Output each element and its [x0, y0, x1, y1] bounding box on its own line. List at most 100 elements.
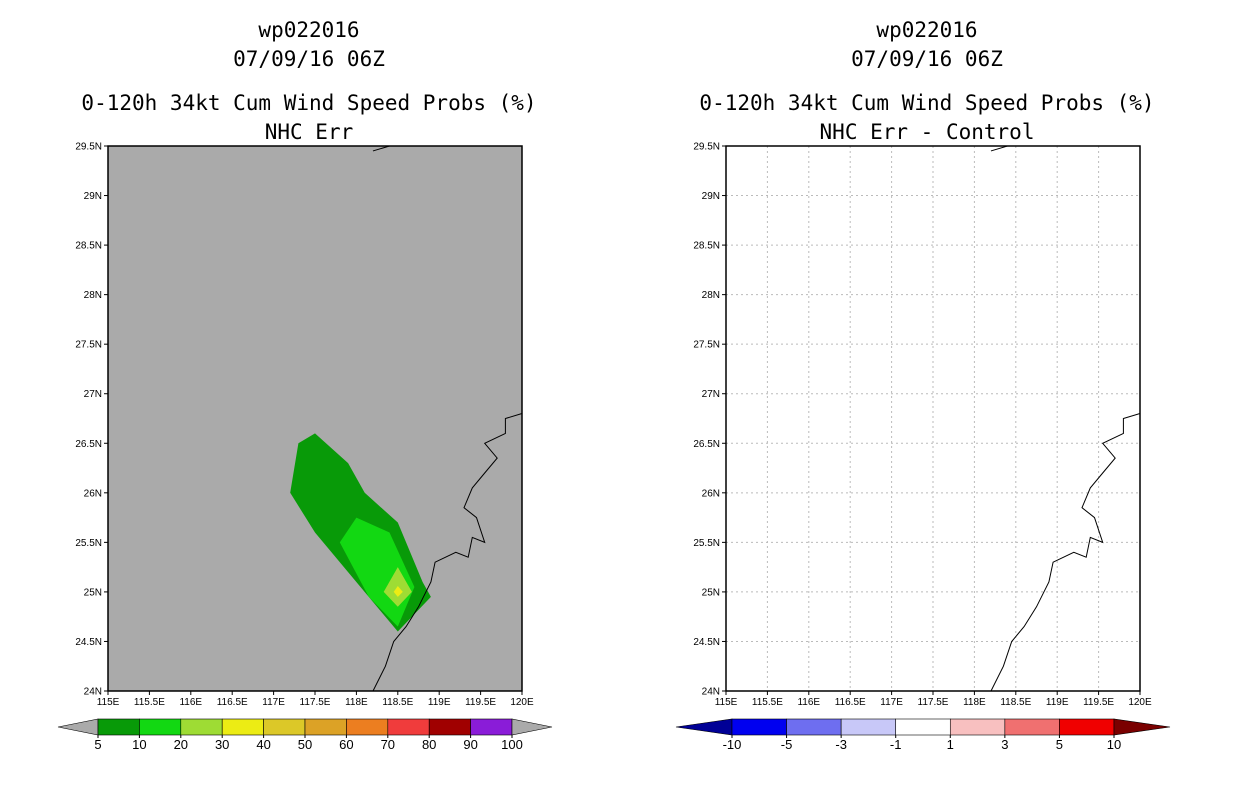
x-tick-label: 119E [428, 697, 451, 708]
y-tick-label: 27.5N [693, 340, 720, 351]
colorbar-label: -10 [723, 737, 742, 752]
y-tick-label: 27.5N [75, 340, 102, 351]
x-tick-label: 117.5E [918, 697, 949, 708]
chart-title: 0-120h 34kt Cum Wind Speed Probs (%) [81, 91, 537, 115]
chart-title: 0-120h 34kt Cum Wind Speed Probs (%) [699, 91, 1155, 115]
y-tick-label: 28.5N [693, 241, 720, 252]
colorbar-label: 3 [1001, 737, 1008, 752]
colorbar-swatch [895, 718, 951, 736]
y-tick-label: 29N [84, 191, 102, 202]
y-tick-label: 25N [702, 587, 720, 598]
x-tick-label: 116.5E [217, 697, 248, 708]
colorbar-label: -3 [835, 737, 847, 752]
chart-subtitle: NHC Err - Control [819, 120, 1035, 144]
colorbar-label: 50 [298, 737, 312, 752]
x-tick-label: 115.5E [134, 697, 165, 708]
y-tick-label: 29N [702, 191, 720, 202]
colorbar-label: 60 [339, 737, 353, 752]
y-tick-label: 26N [702, 488, 720, 499]
probability-contour [393, 586, 403, 597]
y-tick-label: 27N [84, 389, 102, 400]
colorbar-swatch [97, 718, 140, 736]
y-tick-label: 28N [84, 290, 102, 301]
x-tick-label: 117E [880, 697, 903, 708]
colorbar-swatch [304, 718, 347, 736]
chart-right: 115E 115.5E 116E 116.5E 117E 117.5E 118E 118.5E… [675, 142, 1171, 752]
datetime: 07/09/16 06Z [233, 47, 385, 71]
colorbar-label: -5 [781, 737, 793, 752]
colorbar-swatch [949, 718, 1006, 736]
storm-id: wp022016 [258, 18, 360, 42]
x-tick-label: 116E [797, 697, 820, 708]
y-tick-label: 25.5N [693, 538, 720, 549]
colorbar-label: 10 [132, 737, 146, 752]
x-tick-label: 119.5E [1083, 697, 1114, 708]
x-tick-label: 115E [715, 697, 738, 708]
y-tick-label: 26N [84, 488, 102, 499]
y-tick-label: 25N [84, 587, 102, 598]
y-tick-label: 24N [84, 687, 102, 698]
colorbar-swatch [221, 718, 264, 736]
colorbar-arrow-low [57, 718, 99, 736]
colorbar-arrow-low [675, 718, 733, 736]
y-tick-label: 24.5N [693, 637, 720, 648]
colorbar-swatch [139, 718, 182, 736]
x-tick-label: 120E [1128, 697, 1152, 708]
x-tick-label: 118E [963, 697, 986, 708]
colorbar-swatch [470, 718, 513, 736]
coastline [990, 413, 1141, 692]
x-tick-label: 117E [262, 697, 285, 708]
colorbar-label: 5 [1056, 737, 1063, 752]
colorbar-label: 5 [94, 737, 101, 752]
colorbar-swatch [1004, 718, 1060, 736]
chart-subtitle: NHC Err [264, 120, 354, 144]
y-tick-label: 29.5N [75, 142, 102, 153]
y-tick-label: 28.5N [75, 241, 102, 252]
chart-left: 115E 115.5E 116E 116.5E 117E 117.5E 118E 118.5E… [57, 142, 553, 752]
x-tick-label: 120E [510, 697, 534, 708]
colorbar-label: 1 [947, 737, 954, 752]
colorbar-arrow-high [511, 718, 553, 736]
colorbar-swatch [840, 718, 897, 736]
x-tick-label: 116.5E [835, 697, 866, 708]
colorbar-arrow-high [1113, 718, 1171, 736]
y-tick-label: 26.5N [75, 439, 102, 450]
y-tick-label: 27N [702, 389, 720, 400]
colorbar-label: 10 [1107, 737, 1121, 752]
x-tick-label: 119.5E [465, 697, 496, 708]
x-tick-label: 118.5E [1000, 697, 1031, 708]
x-tick-label: 118.5E [382, 697, 413, 708]
x-tick-label: 115E [97, 697, 120, 708]
y-tick-label: 24N [702, 687, 720, 698]
colorbar-label: 20 [174, 737, 188, 752]
colorbar-swatch [263, 718, 306, 736]
colorbar-swatch [387, 718, 430, 736]
plot-area [108, 146, 522, 691]
colorbar-swatch [731, 718, 787, 736]
datetime: 07/09/16 06Z [851, 47, 1003, 71]
x-tick-label: 118E [345, 697, 368, 708]
colorbar-swatch [346, 718, 389, 736]
y-tick-label: 29.5N [693, 142, 720, 153]
x-tick-label: 117.5E [300, 697, 331, 708]
x-tick-label: 116E [179, 697, 202, 708]
x-tick-label: 115.5E [752, 697, 783, 708]
colorbar-swatch [428, 718, 471, 736]
colorbar-swatch [1059, 718, 1115, 736]
colorbar-swatch [180, 718, 223, 736]
storm-id: wp022016 [876, 18, 978, 42]
colorbar-label: 70 [381, 737, 395, 752]
coastline [372, 413, 523, 692]
y-tick-label: 24.5N [75, 637, 102, 648]
y-tick-label: 26.5N [693, 439, 720, 450]
y-tick-label: 25.5N [75, 538, 102, 549]
colorbar-swatch [786, 718, 842, 736]
colorbar-label: 90 [463, 737, 477, 752]
colorbar-label: 100 [501, 737, 523, 752]
colorbar-label: 80 [422, 737, 436, 752]
y-tick-label: 28N [702, 290, 720, 301]
colorbar-label: -1 [890, 737, 902, 752]
colorbar-label: 30 [215, 737, 229, 752]
right-panel: wp022016 07/09/16 06Z 0-120h 34kt Cum Wi… [618, 0, 1236, 800]
left-panel: wp022016 07/09/16 06Z 0-120h 34kt Cum Wi… [57, 18, 553, 752]
